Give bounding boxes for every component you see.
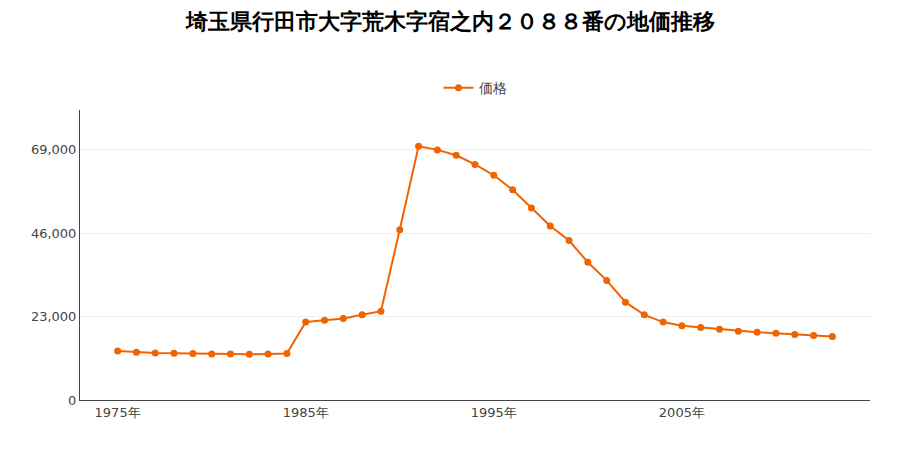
svg-text:1995年: 1995年 — [471, 405, 517, 420]
svg-text:埼玉県行田市大字荒木字宿之内２０８８番の地価推移: 埼玉県行田市大字荒木字宿之内２０８８番の地価推移 — [185, 9, 715, 34]
svg-text:1975年: 1975年 — [95, 405, 141, 420]
svg-text:46,000: 46,000 — [31, 226, 77, 241]
svg-text:1985年: 1985年 — [283, 405, 329, 420]
svg-text:69,000: 69,000 — [31, 142, 77, 157]
svg-text:2005年: 2005年 — [659, 405, 705, 420]
svg-text:0: 0 — [68, 393, 76, 408]
svg-text:価格: 価格 — [479, 80, 507, 96]
svg-text:23,000: 23,000 — [31, 309, 77, 324]
